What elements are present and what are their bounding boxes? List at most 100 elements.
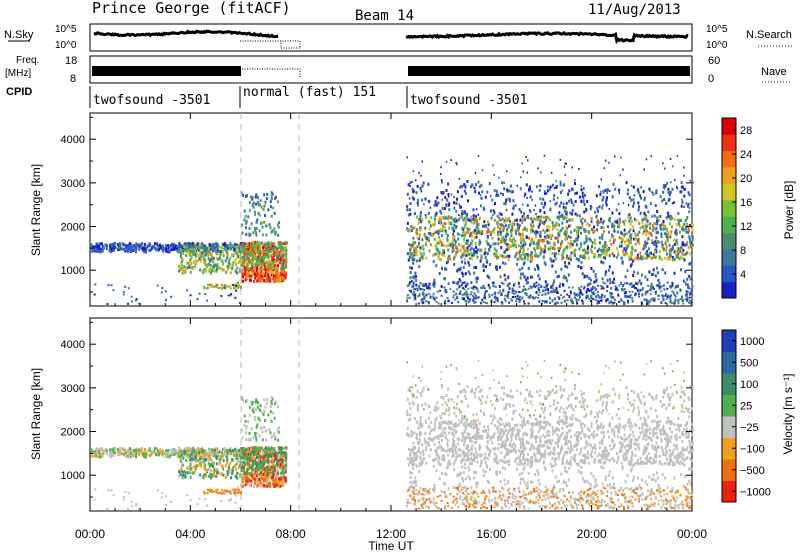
power-cell	[279, 257, 282, 261]
power-cell	[212, 256, 215, 260]
power-cell	[538, 288, 541, 291]
velocity-cell	[209, 453, 212, 456]
velocity-cell	[167, 455, 170, 459]
power-cell	[670, 253, 673, 257]
velocity-cell	[209, 458, 212, 462]
power-cell	[571, 187, 574, 191]
velocity-cell	[237, 488, 240, 491]
power-cell	[586, 274, 589, 278]
power-cell	[559, 183, 562, 187]
power-cell	[450, 242, 453, 246]
power-cell	[544, 235, 547, 239]
power-cell	[461, 293, 464, 296]
power-cell	[476, 222, 478, 225]
power-cell	[465, 231, 468, 235]
power-cell	[544, 301, 547, 304]
power-cell	[176, 244, 179, 248]
power-cell	[511, 287, 514, 291]
power-cell	[503, 250, 506, 254]
power-cell	[579, 289, 582, 293]
power-cell	[453, 294, 456, 297]
power-cell	[549, 207, 552, 211]
power-cell	[475, 276, 478, 280]
power-cell	[523, 287, 526, 291]
power-cell	[454, 242, 457, 246]
velocity-cell	[232, 489, 235, 492]
power-cell	[625, 181, 628, 185]
power-cell	[552, 287, 554, 290]
power-cell	[548, 225, 551, 229]
power-cell	[129, 243, 132, 247]
power-cell	[557, 295, 560, 298]
power-cell	[255, 257, 258, 261]
power-cell	[664, 241, 667, 245]
power-cell	[626, 239, 629, 242]
power-cell	[190, 253, 193, 257]
power-cell	[407, 213, 410, 217]
power-cell	[551, 183, 554, 187]
power-cell	[108, 248, 111, 252]
power-cell	[243, 256, 246, 260]
power-cell	[112, 289, 115, 292]
power-cell	[112, 245, 115, 249]
velocity-cell	[205, 474, 208, 478]
power-cell	[107, 284, 110, 287]
power-cell	[425, 282, 428, 286]
power-cell	[634, 292, 637, 296]
power-cell	[234, 251, 237, 255]
power-cell	[617, 250, 620, 254]
power-cell	[617, 293, 620, 297]
power-cell	[628, 230, 631, 234]
power-cell	[655, 231, 658, 235]
power-cell	[658, 286, 661, 289]
power-cell	[638, 295, 641, 298]
power-cell	[647, 231, 650, 235]
power-cell	[679, 249, 682, 253]
power-cell	[682, 228, 685, 232]
power-cell	[493, 173, 495, 176]
power-cell	[182, 251, 185, 255]
power-cell	[646, 278, 649, 282]
power-cell	[581, 217, 584, 221]
power-cell	[281, 260, 284, 264]
power-cell	[184, 245, 187, 249]
power-cell	[117, 248, 120, 252]
power-cell	[274, 245, 277, 249]
power-cell	[508, 237, 511, 241]
velocity-cell	[90, 451, 93, 455]
power-cell	[455, 225, 458, 228]
power-cell	[627, 299, 629, 302]
power-cell	[195, 251, 198, 255]
power-cell	[585, 237, 588, 241]
power-cell	[561, 215, 564, 218]
velocity-cell	[200, 464, 203, 468]
power-cell	[229, 287, 232, 290]
power-cell	[664, 227, 667, 231]
power-cell	[586, 247, 589, 251]
velocity-cell	[119, 452, 122, 456]
power-cell	[499, 253, 502, 257]
power-cell	[410, 243, 412, 247]
power-cell	[552, 246, 554, 250]
power-cell	[453, 223, 456, 227]
power-cell	[222, 247, 225, 251]
power-cell	[575, 191, 578, 195]
power-cell	[452, 290, 455, 293]
velocity-cell	[236, 453, 239, 457]
power-cell	[654, 274, 657, 278]
power-cell	[525, 156, 527, 159]
power-cell	[660, 234, 663, 238]
power-cell	[252, 241, 255, 245]
power-cell	[281, 249, 284, 253]
power-cell	[532, 296, 534, 299]
cpid-segment-1: twofsound -3501	[93, 93, 210, 108]
power-cell	[460, 254, 463, 257]
velocity-cell	[279, 474, 282, 478]
power-cell	[676, 249, 679, 252]
power-cell	[541, 293, 544, 296]
power-cell	[119, 247, 122, 251]
power-cell	[613, 301, 616, 304]
power-cell	[202, 271, 205, 275]
power-cell	[425, 300, 428, 303]
power-cell	[624, 275, 627, 279]
